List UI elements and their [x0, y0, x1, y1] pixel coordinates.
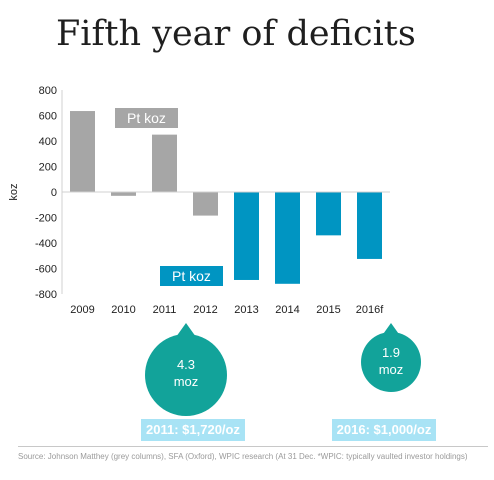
bar-chart: 800 600 400 200 0 -200 -400 -600 -800 koz 2009 2010… [8, 85, 390, 316]
bar [234, 192, 259, 280]
y-tick-label: -200 [35, 213, 57, 225]
y-tick-label: -800 [35, 289, 57, 301]
bar [152, 134, 177, 192]
x-tick-label: 2016f [356, 304, 384, 316]
x-tick-label: 2015 [316, 304, 340, 316]
footer-divider [18, 446, 488, 447]
x-tick-label: 2010 [111, 304, 135, 316]
bar [275, 192, 300, 284]
legend-label-grey: Pt koz [115, 108, 178, 128]
bubble-left: 4.3 moz [145, 334, 227, 416]
x-tick-label: 2014 [275, 304, 299, 316]
price-tag-2011: 2011: $1,720/oz [141, 419, 245, 441]
x-tick-label: 2011 [153, 304, 177, 316]
bubble-left-unit: moz [173, 374, 199, 389]
bubble-right-unit: moz [378, 362, 404, 377]
bar [316, 192, 341, 236]
bar [70, 111, 95, 192]
bar [357, 192, 382, 259]
y-tick-label: 800 [39, 85, 57, 97]
x-tick-label: 2009 [70, 304, 94, 316]
bar [193, 192, 218, 216]
y-tick-label: -400 [35, 238, 57, 250]
bubble-pointer-left [176, 323, 196, 337]
bubble-right-value: 1.9 [381, 345, 401, 360]
y-tick-label: 400 [39, 136, 57, 148]
price-tag-2016: 2016: $1,000/oz [332, 419, 436, 441]
x-tick-label: 2012 [193, 304, 217, 316]
y-tick-label: 600 [39, 111, 57, 123]
y-tick-label: -600 [35, 264, 57, 276]
x-tick-label: 2013 [234, 304, 258, 316]
bar [111, 192, 136, 196]
y-tick-label: 200 [39, 162, 57, 174]
source-note: Source: Johnson Matthey (grey columns), … [18, 452, 468, 461]
y-tick-label: 0 [51, 187, 57, 199]
y-axis-title: koz [8, 183, 20, 200]
bubble-right: 1.9 moz [361, 332, 421, 392]
bubble-left-value: 4.3 [176, 357, 196, 372]
chart-title: Fifth year of deficits [56, 14, 416, 54]
legend-label-blue: Pt koz [160, 266, 223, 286]
